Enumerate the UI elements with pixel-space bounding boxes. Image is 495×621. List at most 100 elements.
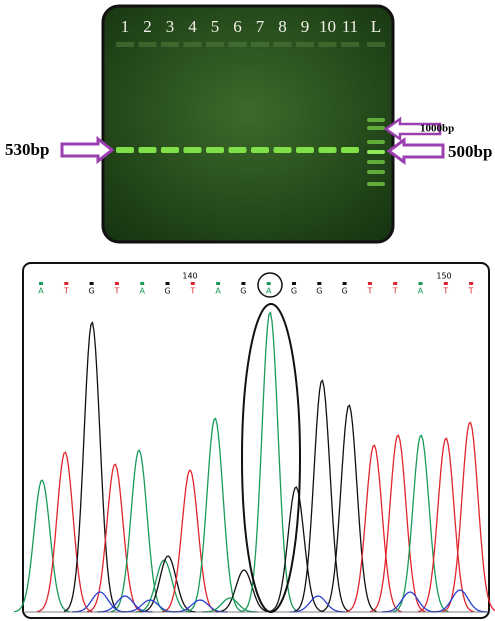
band	[116, 147, 134, 153]
base-call: G	[291, 287, 297, 296]
band	[183, 147, 202, 153]
lane-label: 5	[211, 17, 220, 36]
lane-label: 4	[188, 17, 197, 36]
well	[251, 42, 269, 47]
base-marker	[140, 282, 145, 285]
base-call: A	[139, 287, 145, 296]
base-marker	[114, 282, 119, 285]
trace-peak	[13, 479, 70, 613]
trace-peak	[63, 321, 120, 613]
ladder-band	[367, 160, 385, 164]
trace-peak	[417, 437, 474, 613]
band	[318, 147, 337, 153]
base-call: G	[316, 287, 322, 296]
base-marker	[190, 282, 195, 285]
base-marker	[418, 282, 423, 285]
base-marker	[64, 282, 69, 285]
lane-label: 8	[278, 17, 287, 36]
lane-label: 6	[233, 17, 242, 36]
base-marker	[317, 282, 322, 285]
trace-peak	[267, 486, 324, 613]
well	[161, 42, 179, 47]
trace-peak	[241, 311, 298, 612]
base-marker	[443, 282, 448, 285]
arrow-1000	[383, 116, 442, 142]
well	[116, 42, 134, 47]
well	[341, 42, 359, 47]
well	[206, 42, 224, 47]
arrow-530	[60, 135, 115, 165]
base-marker	[393, 282, 398, 285]
position: 140	[182, 272, 197, 281]
trace-peak	[71, 591, 128, 613]
band-label: 1000bp	[420, 123, 454, 135]
trace-peak	[320, 404, 377, 613]
base-marker	[342, 282, 347, 285]
trace-peak	[215, 569, 272, 613]
base-call: T	[189, 287, 195, 296]
position: 150	[436, 272, 451, 281]
band-label: 530bp	[5, 140, 49, 159]
well	[138, 42, 157, 47]
base-call: A	[38, 287, 44, 296]
traces: A T G T A G T A G A G G G T T A T T 140 150	[13, 272, 495, 613]
base-call: G	[88, 287, 94, 296]
trace-peak	[122, 599, 178, 613]
base-marker	[39, 282, 43, 285]
well	[367, 42, 385, 47]
base-call: G	[240, 287, 246, 296]
lane-label: 11	[342, 17, 358, 36]
ladder-band	[367, 150, 385, 154]
band	[138, 147, 157, 153]
band-label: 500bp	[448, 142, 492, 161]
lane-label: L	[371, 17, 381, 36]
base-marker	[469, 282, 474, 285]
trace-peak	[86, 463, 143, 613]
band	[228, 147, 247, 153]
lane-label: 1	[121, 17, 130, 36]
well	[273, 42, 292, 47]
ladder-band	[367, 126, 385, 130]
base-call: A	[215, 287, 221, 296]
base-call: A	[418, 287, 424, 296]
gel	[101, 4, 395, 244]
well	[228, 42, 247, 47]
trace-peak	[135, 559, 192, 613]
lane-label: 10	[319, 17, 336, 36]
band	[251, 147, 269, 153]
trace-peak	[201, 597, 258, 613]
band	[296, 147, 314, 153]
base-call: T	[468, 287, 474, 296]
base-call: T	[63, 287, 69, 296]
ladder-band	[367, 182, 385, 186]
base-marker	[292, 282, 296, 285]
base-marker	[266, 282, 271, 285]
chromatogram	[22, 262, 490, 619]
lane-label: 9	[301, 17, 310, 36]
band	[206, 147, 224, 153]
trace-peak	[289, 595, 346, 613]
well	[318, 42, 337, 47]
trace-peak	[161, 469, 218, 613]
base-marker	[165, 282, 170, 285]
trace-peak	[172, 599, 228, 613]
trace-peak	[96, 595, 153, 613]
trace-peak	[381, 591, 438, 613]
gel-lanes: 1 2 3 4 5 6 7 8 9 10 11 L	[116, 17, 385, 186]
base-call: A	[266, 287, 272, 296]
base-marker	[89, 282, 94, 285]
band	[341, 147, 359, 153]
ladder-band	[367, 140, 385, 144]
base-call: G	[341, 287, 347, 296]
base-call: T	[392, 287, 398, 296]
trace-peak	[345, 444, 402, 613]
trace-peak	[36, 451, 93, 613]
arrow-500	[386, 137, 445, 165]
highlight-ellipse	[241, 303, 301, 613]
trace-peak	[369, 434, 426, 613]
base-marker	[241, 282, 246, 285]
lane-label: 7	[256, 17, 265, 36]
trace-peak	[293, 379, 350, 613]
trace-peak	[431, 589, 488, 613]
base-marker	[367, 282, 372, 285]
